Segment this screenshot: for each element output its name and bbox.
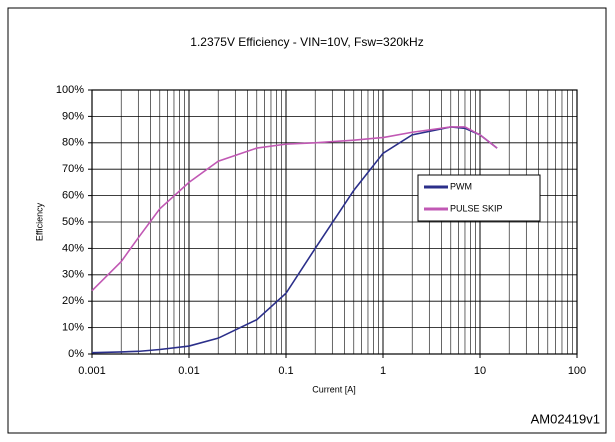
line-series bbox=[91, 126, 498, 354]
chart-title: 1.2375V Efficiency - VIN=10V, Fsw=320kHz bbox=[190, 35, 423, 49]
y-axis-label: Efficiency bbox=[34, 202, 44, 241]
x-tick-label: 0.001 bbox=[78, 365, 106, 377]
legend-label: PWM bbox=[450, 181, 472, 191]
y-tick-label: 30% bbox=[62, 269, 84, 281]
y-tick-label: 10% bbox=[62, 322, 84, 334]
y-tick-label: 50% bbox=[62, 216, 84, 228]
legend-box bbox=[417, 174, 541, 222]
x-tick-label: 100 bbox=[568, 365, 586, 377]
y-tick-label: 70% bbox=[62, 163, 84, 175]
line-series bbox=[91, 126, 498, 292]
x-tick-label: 0.01 bbox=[178, 365, 199, 377]
x-tick-label: 10 bbox=[474, 365, 486, 377]
y-tick-label: 90% bbox=[62, 110, 84, 122]
frame bbox=[7, 7, 607, 434]
y-tick-label: 100% bbox=[56, 84, 84, 96]
y-tick-label: 20% bbox=[62, 295, 84, 307]
x-tick-label: 1 bbox=[380, 365, 386, 377]
annotation: AM02419v1 bbox=[531, 411, 600, 426]
y-tick-label: 80% bbox=[62, 137, 84, 149]
y-tick-label: 40% bbox=[62, 242, 84, 254]
y-tick-label: 0% bbox=[68, 348, 84, 360]
x-axis-label: Current [A] bbox=[312, 384, 356, 394]
y-tick-label: 60% bbox=[62, 190, 84, 202]
plot-border bbox=[91, 89, 578, 355]
x-tick-label: 0.1 bbox=[278, 365, 293, 377]
legend-label: PULSE SKIP bbox=[450, 203, 503, 213]
